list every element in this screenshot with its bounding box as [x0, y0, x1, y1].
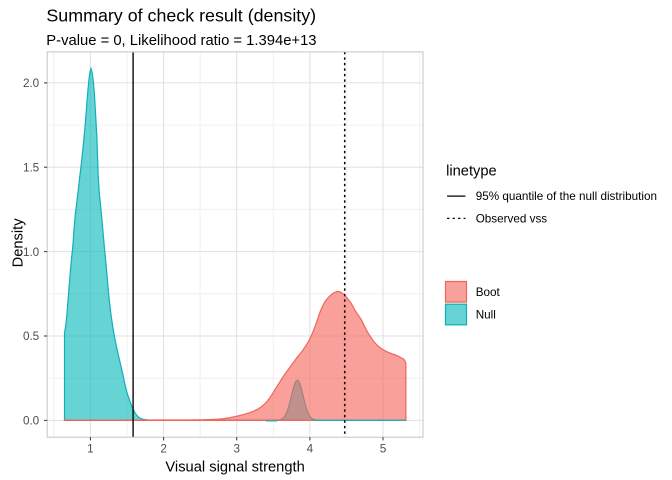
svg-text:2.0: 2.0: [23, 77, 40, 90]
svg-text:0.0: 0.0: [23, 415, 40, 428]
svg-text:1.5: 1.5: [23, 161, 40, 174]
svg-text:1: 1: [87, 443, 94, 456]
svg-text:Visual signal strength: Visual signal strength: [165, 459, 304, 475]
svg-text:linetype: linetype: [446, 164, 497, 180]
svg-text:1.0: 1.0: [23, 246, 40, 259]
svg-text:Null: Null: [476, 308, 496, 321]
svg-text:Density: Density: [10, 218, 26, 268]
svg-text:0.5: 0.5: [23, 330, 40, 343]
svg-text:Observed vss: Observed vss: [476, 212, 548, 225]
svg-text:P-value = 0, Likelihood ratio: P-value = 0, Likelihood ratio = 1.394e+1…: [46, 33, 316, 49]
svg-text:3: 3: [233, 443, 240, 456]
svg-text:Boot: Boot: [476, 286, 501, 299]
svg-text:2: 2: [160, 443, 167, 456]
svg-text:4: 4: [307, 443, 314, 456]
svg-text:Summary of check result (densi: Summary of check result (density): [46, 6, 316, 26]
svg-text:95% quantile of the null distr: 95% quantile of the null distribution: [476, 190, 657, 203]
svg-text:5: 5: [380, 443, 387, 456]
